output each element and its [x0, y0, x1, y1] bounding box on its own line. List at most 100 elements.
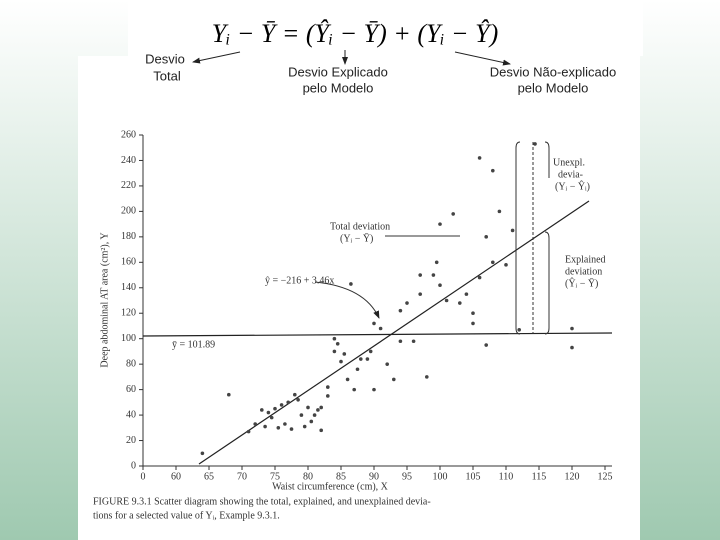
label: Total	[153, 68, 181, 83]
point	[438, 283, 442, 288]
point	[263, 424, 267, 429]
point	[372, 321, 376, 326]
x-tick-label: 125	[598, 471, 613, 482]
label: Desvio	[145, 51, 185, 66]
annotation: Explained	[565, 254, 606, 265]
label: pelo Modelo	[303, 80, 374, 95]
mean-line	[142, 332, 613, 337]
label: pelo Modelo	[518, 80, 589, 95]
y-axis-label: Deep abdominal AT area (cm²), Y	[99, 232, 110, 367]
point	[260, 408, 264, 412]
point	[471, 321, 475, 326]
caption: tions for a selected value of Yᵢ, Exampl…	[93, 510, 280, 521]
point	[398, 339, 403, 344]
x-tick-label: 105	[466, 471, 481, 482]
x-tick-label: 0	[141, 471, 146, 482]
point	[431, 273, 436, 277]
x-tick-label: 110	[499, 471, 514, 482]
caption: FIGURE 9.3.1 Scatter diagram showing the…	[93, 496, 431, 507]
point	[570, 326, 574, 331]
point	[269, 415, 274, 420]
point	[405, 301, 409, 305]
point	[302, 424, 307, 429]
point	[510, 228, 515, 233]
point	[365, 357, 370, 361]
point	[434, 260, 439, 265]
arrow	[454, 51, 511, 66]
point	[378, 326, 383, 331]
point	[276, 426, 281, 430]
point	[316, 408, 320, 412]
point	[392, 377, 396, 382]
point	[368, 349, 373, 354]
point	[398, 308, 403, 313]
x-tick-label: 90	[369, 471, 379, 482]
point	[289, 427, 294, 431]
point	[306, 405, 310, 410]
point	[266, 410, 271, 415]
x-tick-label: 60	[171, 471, 181, 482]
point	[293, 392, 297, 397]
point	[345, 377, 350, 382]
bracket	[544, 141, 550, 335]
y-tick-label: 220	[121, 180, 136, 191]
figure-panel	[78, 56, 640, 540]
point	[319, 405, 324, 410]
point	[342, 352, 347, 356]
y-tick-label: 260	[121, 129, 136, 140]
point	[458, 301, 462, 305]
point	[299, 413, 304, 417]
point	[464, 292, 469, 296]
point	[253, 422, 257, 426]
point	[484, 343, 489, 347]
point	[438, 222, 442, 226]
point	[471, 311, 475, 316]
point	[425, 375, 429, 379]
x-tick-label: 75	[270, 471, 280, 482]
point	[355, 367, 360, 372]
x-tick-label: 120	[565, 471, 580, 482]
point	[227, 392, 231, 397]
y-tick-label: 100	[121, 333, 136, 344]
point	[385, 362, 390, 366]
y-tick-label: 180	[121, 231, 136, 242]
y-tick-label: 120	[121, 308, 136, 319]
point	[349, 282, 353, 286]
point	[332, 336, 337, 341]
point	[332, 349, 337, 354]
y-tick-label: 0	[131, 460, 136, 471]
formula: Yᵢ − Ȳ = (Ŷᵢ − Ȳ) + (Yᵢ − Ŷ)	[212, 19, 498, 48]
point	[484, 235, 489, 239]
point	[504, 263, 508, 267]
point	[326, 385, 330, 389]
point	[517, 327, 521, 332]
point	[246, 429, 251, 434]
annotation: (Yᵢ − Ŷᵢ)	[555, 180, 590, 192]
point	[533, 142, 537, 146]
point	[352, 387, 357, 392]
point	[491, 168, 495, 173]
regression-line	[198, 200, 590, 465]
label: Desvio Não-explicado	[490, 64, 616, 79]
point	[335, 341, 340, 346]
point	[296, 398, 300, 402]
y-tick-label: 140	[121, 282, 136, 293]
point	[491, 260, 495, 265]
point	[359, 357, 363, 361]
annotation: deviation	[565, 266, 602, 277]
bracket	[515, 141, 521, 335]
annotation: (Ŷᵢ − Ȳ)	[565, 277, 598, 289]
y-tick-label: 80	[126, 358, 136, 369]
point	[570, 345, 574, 350]
point	[319, 428, 324, 433]
point	[418, 292, 423, 296]
label: Desvio Explicado	[288, 64, 388, 79]
x-tick-label: 100	[433, 471, 448, 482]
point	[411, 339, 416, 344]
annotation: Unexpl.	[553, 157, 585, 168]
point	[200, 451, 205, 456]
x-tick-label: 85	[336, 471, 346, 482]
point	[477, 275, 482, 280]
